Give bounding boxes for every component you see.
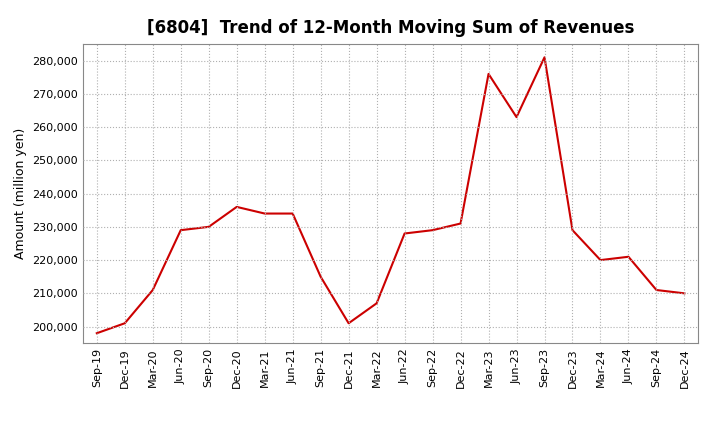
Title: [6804]  Trend of 12-Month Moving Sum of Revenues: [6804] Trend of 12-Month Moving Sum of R… bbox=[147, 19, 634, 37]
Y-axis label: Amount (million yen): Amount (million yen) bbox=[14, 128, 27, 259]
